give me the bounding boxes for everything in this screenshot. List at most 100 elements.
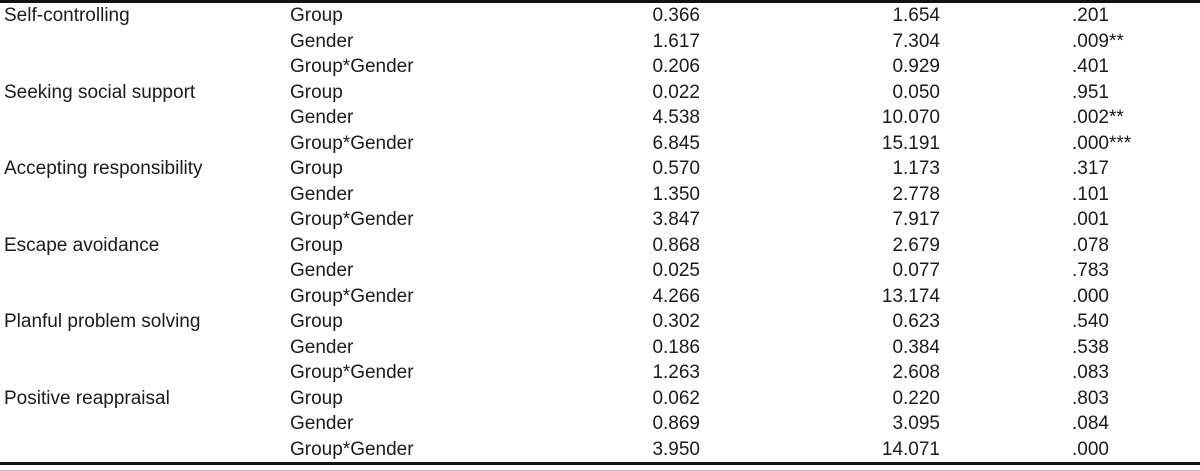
value-cell-1: 1.350 (652, 183, 700, 205)
value-cell-2: 2.608 (892, 362, 940, 383)
source-cell: Group (290, 158, 343, 179)
table-row: Seeking social support Group 0.022 0.050… (0, 80, 1200, 106)
source-cell: Gender (290, 107, 354, 128)
value-cell-2: 13.174 (881, 285, 940, 307)
pvalue-cell: .083 (1072, 362, 1109, 383)
value-cell-2: 14.071 (881, 438, 940, 460)
value-cell-1: 1.617 (652, 30, 700, 52)
source-cell: Gender (290, 413, 354, 434)
value-cell-2: 10.070 (881, 107, 940, 128)
strategy-cell: Escape avoidance (4, 234, 160, 256)
value-cell-1: 0.206 (652, 56, 700, 77)
strategy-cell: Seeking social support (4, 81, 196, 103)
table-top-rule (0, 0, 1200, 3)
value-cell-1: 0.022 (652, 81, 700, 103)
pvalue-cell: .084 (1072, 413, 1109, 434)
source-cell: Group*Gender (290, 362, 414, 383)
pvalue-cell: .001 (1072, 209, 1109, 230)
pvalue-cell: .000*** (1072, 132, 1132, 154)
pvalue-cell: .078 (1072, 234, 1109, 256)
value-cell-1: 0.062 (652, 387, 700, 409)
pvalue-cell: .401 (1072, 56, 1109, 77)
anova-table-body: Self-controlling Group 0.366 1.654 .201 … (0, 3, 1200, 462)
source-cell: Group*Gender (290, 285, 414, 307)
source-cell: Gender (290, 260, 354, 281)
source-cell: Group*Gender (290, 438, 414, 460)
table-row: Accepting responsibility Group 0.570 1.1… (0, 156, 1200, 182)
table-row: Gender 0.869 3.095 .084 (0, 411, 1200, 437)
pvalue-cell: .009** (1072, 30, 1124, 52)
pvalue-cell: .538 (1072, 336, 1109, 358)
value-cell-1: 0.868 (652, 234, 700, 256)
pvalue-cell: .803 (1072, 387, 1109, 409)
value-cell-2: 0.623 (892, 311, 940, 332)
value-cell-1: 4.538 (652, 107, 700, 128)
source-cell: Gender (290, 183, 354, 205)
source-cell: Group (290, 311, 343, 332)
value-cell-2: 3.095 (892, 413, 940, 434)
table-row: Group*Gender 3.950 14.071 .000 (0, 437, 1200, 463)
value-cell-1: 3.950 (652, 438, 700, 460)
strategy-cell: Planful problem solving (4, 311, 201, 332)
value-cell-2: 2.778 (892, 183, 940, 205)
value-cell-1: 4.266 (652, 285, 700, 307)
value-cell-1: 3.847 (652, 209, 700, 230)
table-row: Gender 0.025 0.077 .783 (0, 258, 1200, 284)
value-cell-2: 0.220 (892, 387, 940, 409)
pvalue-cell: .783 (1072, 260, 1109, 281)
source-cell: Group (290, 5, 343, 26)
pvalue-cell: .002** (1072, 107, 1124, 128)
value-cell-1: 0.570 (652, 158, 700, 179)
table-row: Self-controlling Group 0.366 1.654 .201 (0, 3, 1200, 29)
pvalue-cell: .000 (1072, 438, 1109, 460)
value-cell-2: 1.173 (892, 158, 940, 179)
pvalue-cell: .101 (1072, 183, 1109, 205)
strategy-cell: Accepting responsibility (4, 158, 203, 179)
table-row: Gender 1.350 2.778 .101 (0, 182, 1200, 208)
value-cell-2: 0.077 (892, 260, 940, 281)
value-cell-1: 0.869 (652, 413, 700, 434)
value-cell-2: 0.929 (892, 56, 940, 77)
table-row: Gender 1.617 7.304 .009** (0, 29, 1200, 55)
table-row: Escape avoidance Group 0.868 2.679 .078 (0, 233, 1200, 259)
value-cell-2: 0.384 (892, 336, 940, 358)
table-row: Positive reappraisal Group 0.062 0.220 .… (0, 386, 1200, 412)
value-cell-1: 0.302 (652, 311, 700, 332)
value-cell-1: 0.366 (652, 5, 700, 26)
table-row: Group*Gender 0.206 0.929 .401 (0, 54, 1200, 80)
table-row: Group*Gender 4.266 13.174 .000 (0, 284, 1200, 310)
strategy-cell: Self-controlling (4, 5, 130, 26)
source-cell: Group*Gender (290, 132, 414, 154)
value-cell-2: 15.191 (881, 132, 940, 154)
value-cell-2: 1.654 (892, 5, 940, 26)
table-row: Group*Gender 3.847 7.917 .001 (0, 207, 1200, 233)
source-cell: Group*Gender (290, 209, 414, 230)
value-cell-1: 1.263 (652, 362, 700, 383)
value-cell-2: 2.679 (892, 234, 940, 256)
table-row: Group*Gender 1.263 2.608 .083 (0, 360, 1200, 386)
source-cell: Gender (290, 336, 354, 358)
pvalue-cell: .000 (1072, 285, 1109, 307)
source-cell: Group (290, 234, 343, 256)
value-cell-2: 7.917 (892, 209, 940, 230)
strategy-cell: Positive reappraisal (4, 387, 170, 409)
source-cell: Group*Gender (290, 56, 414, 77)
source-cell: Gender (290, 30, 354, 52)
value-cell-1: 0.186 (652, 336, 700, 358)
table-row: Planful problem solving Group 0.302 0.62… (0, 309, 1200, 335)
value-cell-2: 0.050 (892, 81, 940, 103)
table-row: Gender 4.538 10.070 .002** (0, 105, 1200, 131)
pvalue-cell: .201 (1072, 5, 1109, 26)
value-cell-2: 7.304 (892, 30, 940, 52)
pvalue-cell: .317 (1072, 158, 1109, 179)
pvalue-cell: .951 (1072, 81, 1109, 103)
table-row: Gender 0.186 0.384 .538 (0, 335, 1200, 361)
table-bottom-rule (0, 462, 1200, 465)
value-cell-1: 0.025 (652, 260, 700, 281)
source-cell: Group (290, 81, 343, 103)
pvalue-cell: .540 (1072, 311, 1109, 332)
source-cell: Group (290, 387, 343, 409)
table-row: Group*Gender 6.845 15.191 .000*** (0, 131, 1200, 157)
value-cell-1: 6.845 (652, 132, 700, 154)
